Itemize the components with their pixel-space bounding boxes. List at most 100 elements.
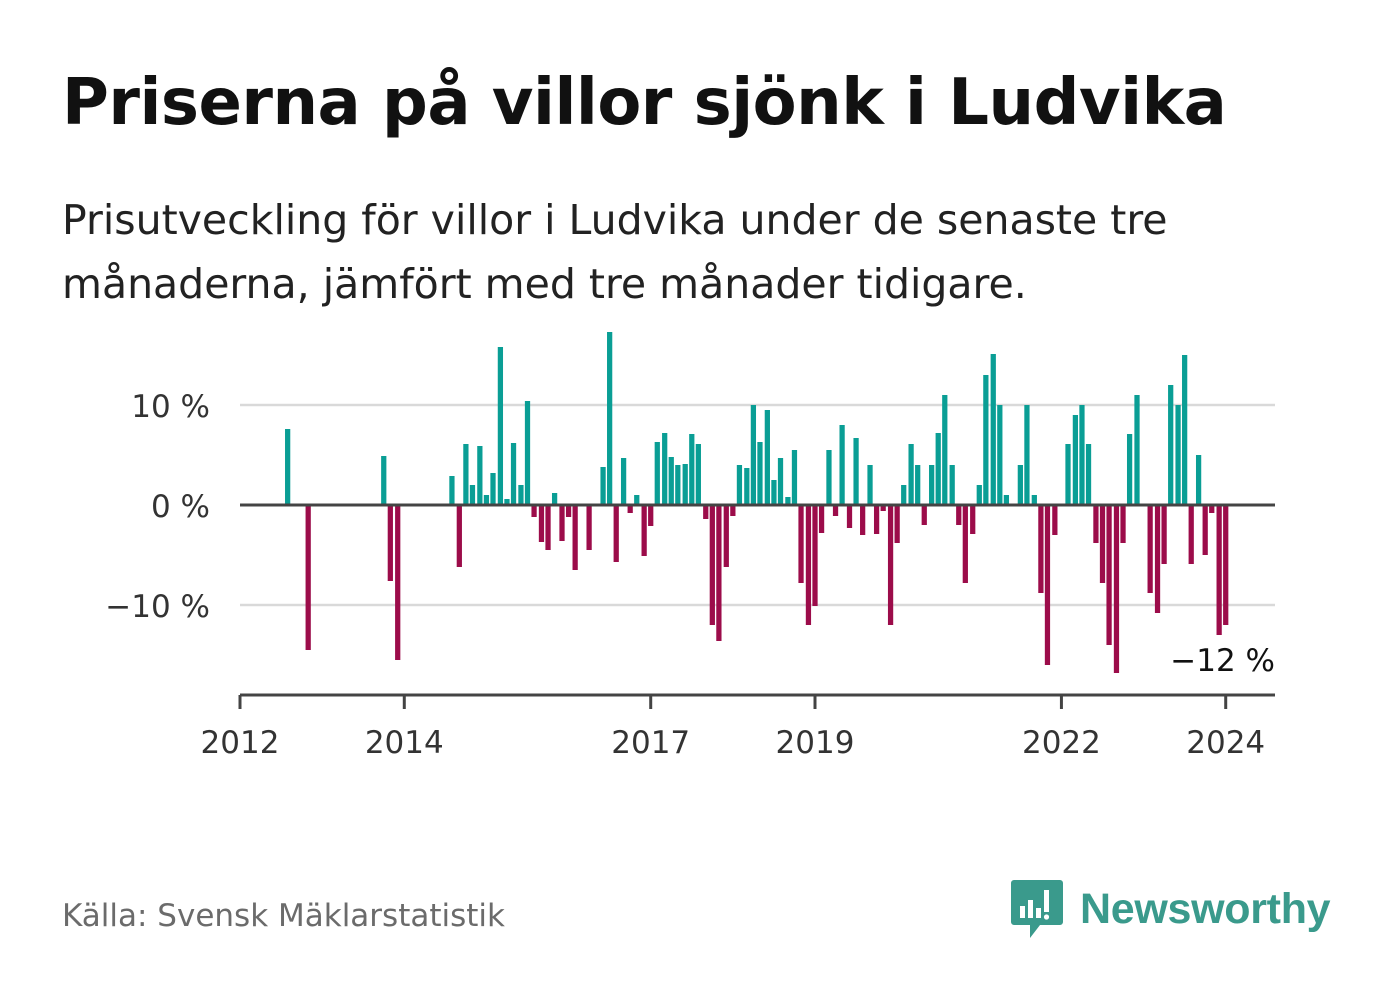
bar-positive — [839, 425, 845, 505]
bar-positive — [490, 473, 496, 505]
bar-negative — [641, 505, 647, 556]
y-tick-label: −10 % — [105, 589, 210, 625]
bar-positive — [1079, 405, 1085, 505]
x-tick-label: 2012 — [201, 725, 280, 761]
bar-positive — [682, 464, 688, 505]
bar-negative — [1216, 505, 1222, 635]
bar-negative — [716, 505, 722, 641]
bar-negative — [1120, 505, 1126, 543]
bar-positive — [469, 485, 476, 505]
bar-negative — [1188, 505, 1194, 564]
bar-positive — [771, 480, 777, 505]
bar-positive — [1065, 444, 1071, 505]
brand-name: Newsworthy — [1080, 884, 1331, 933]
bar-negative — [956, 505, 962, 525]
bar-negative — [387, 505, 393, 581]
bar-positive — [757, 442, 763, 505]
bar-negative — [1044, 505, 1051, 665]
bar-positive — [518, 485, 524, 505]
bar-positive — [990, 354, 996, 505]
bar-negative — [1038, 505, 1044, 593]
bar-positive — [510, 443, 517, 505]
bar-negative — [846, 505, 853, 528]
bar-positive — [867, 465, 873, 505]
bar-negative — [703, 505, 709, 519]
bar-positive — [654, 442, 660, 505]
bar-positive — [908, 444, 914, 505]
bar-negative — [559, 505, 565, 541]
bar-positive — [736, 465, 743, 505]
newsworthy-brand: Newsworthy — [1010, 878, 1331, 940]
bar-negative — [531, 505, 537, 517]
bar-positive — [689, 434, 695, 505]
bar-negative — [1161, 505, 1167, 564]
bar-negative — [1209, 505, 1215, 513]
bar-positive — [744, 468, 750, 505]
bar-positive — [524, 401, 531, 505]
bar-positive — [381, 456, 387, 505]
bar-positive — [668, 457, 674, 505]
bar-negative — [723, 505, 729, 567]
bar-positive — [1085, 444, 1092, 505]
bar-positive — [662, 433, 668, 505]
bar-positive — [1168, 385, 1174, 505]
bar-negative — [648, 505, 654, 526]
bar-negative — [730, 505, 736, 516]
bar-positive — [1072, 415, 1079, 505]
bar-negative — [860, 505, 866, 535]
bar-positive — [853, 438, 859, 505]
bar-positive — [949, 465, 955, 505]
bar-positive — [942, 395, 948, 505]
bar-positive — [695, 444, 701, 505]
bar-negative — [970, 505, 976, 534]
bar-negative — [538, 505, 545, 542]
bar-positive — [929, 465, 935, 505]
bar-positive — [675, 465, 681, 505]
x-tick-label: 2022 — [1022, 725, 1101, 761]
bar-negative — [395, 505, 401, 660]
bar-positive — [1003, 495, 1010, 505]
bar-positive — [1024, 405, 1030, 505]
bar-positive — [634, 495, 640, 505]
bar-negative — [613, 505, 619, 562]
bar-negative — [586, 505, 592, 550]
bar-positive — [785, 497, 791, 505]
bar-positive — [1134, 395, 1140, 505]
bar-positive — [915, 465, 921, 505]
bar-negative — [798, 505, 804, 583]
bar-positive — [1126, 434, 1133, 505]
bar-positive — [620, 458, 627, 505]
bar-positive — [750, 405, 757, 505]
bar-negative — [921, 505, 927, 525]
bar-negative — [1154, 505, 1161, 613]
bar-positive — [976, 485, 982, 505]
chart-subtitle: Prisutveckling för villor i Ludvika unde… — [62, 196, 1168, 308]
bar-negative — [812, 505, 818, 606]
bar-negative — [627, 505, 633, 513]
bar-positive — [600, 467, 606, 505]
chart-title: Priserna på villor sjönk i Ludvika — [62, 66, 1227, 140]
bar-positive — [477, 446, 483, 505]
bar-positive — [764, 410, 770, 505]
bar-negative — [1106, 505, 1112, 645]
x-tick-label: 2019 — [776, 725, 855, 761]
x-tick-label: 2017 — [611, 725, 690, 761]
bar-negative — [1147, 505, 1153, 593]
bar-negative — [305, 505, 311, 650]
bar-negative — [1052, 505, 1058, 535]
x-tick-label: 2024 — [1186, 725, 1265, 761]
bar-positive — [997, 405, 1003, 505]
bar-positive — [777, 458, 784, 505]
bar-negative — [962, 505, 968, 583]
bar-positive — [791, 450, 798, 505]
bar-positive — [483, 495, 490, 505]
bar-positive — [463, 444, 469, 505]
bar-positive — [607, 332, 613, 505]
bar-negative — [545, 505, 551, 550]
y-tick-label: 10 % — [131, 389, 210, 425]
bar-positive — [1195, 455, 1202, 505]
y-tick-label: 0 % — [151, 489, 210, 525]
bar-positive — [935, 433, 941, 505]
bar-negative — [894, 505, 900, 543]
